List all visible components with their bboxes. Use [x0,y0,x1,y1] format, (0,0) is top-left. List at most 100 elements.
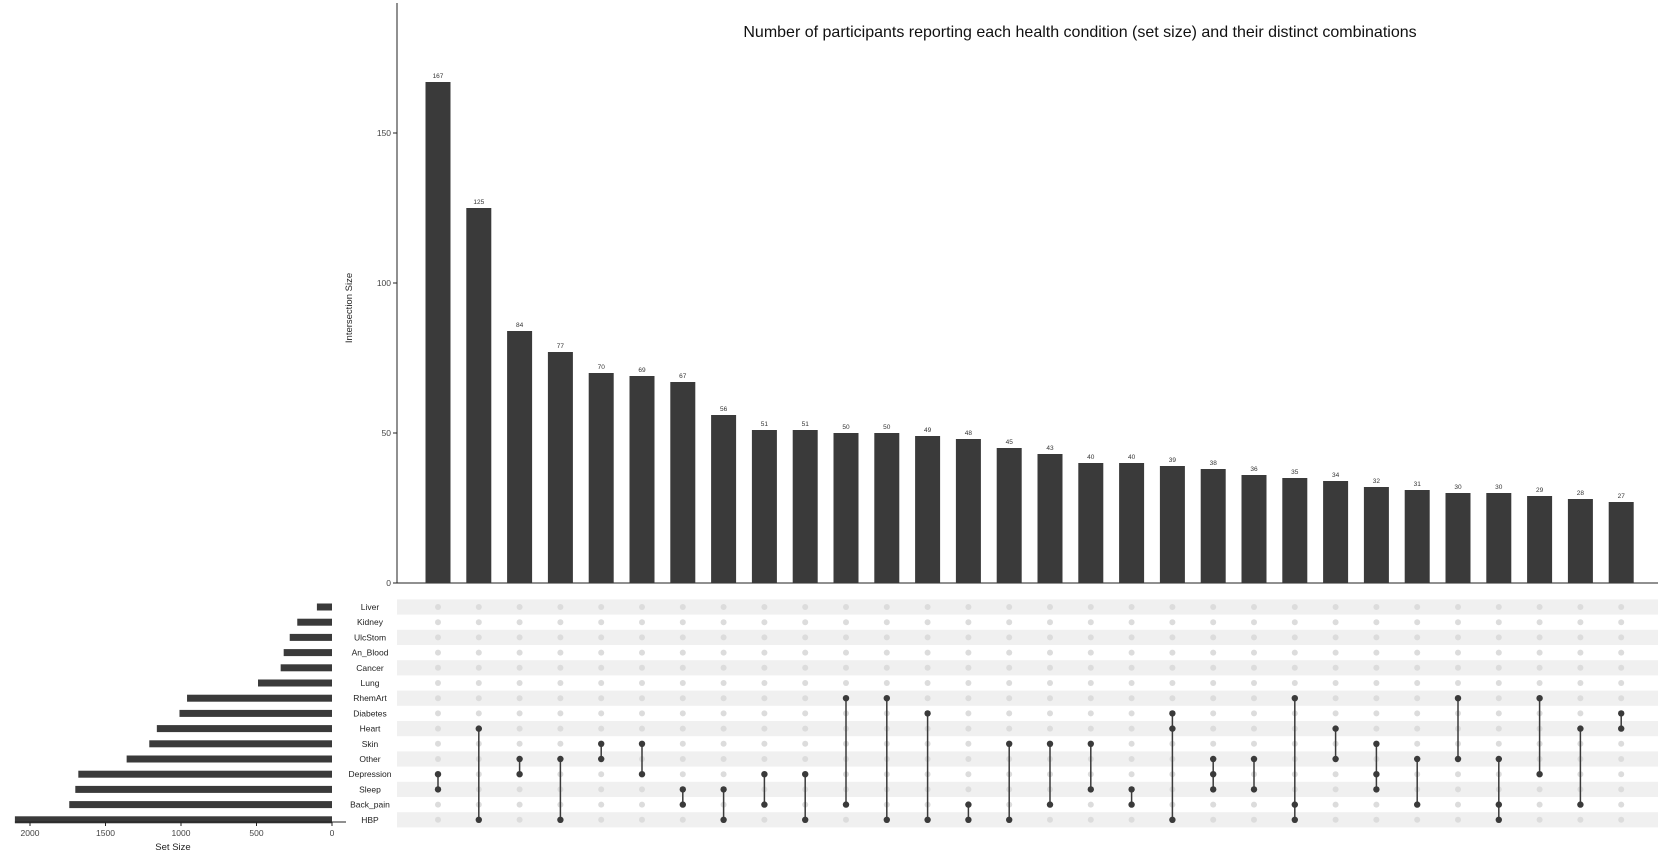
matrix-dot-inactive [1047,710,1053,717]
matrix-dot-inactive [1618,619,1625,626]
matrix-dot-inactive [516,695,523,702]
intersection-bar [711,415,737,583]
matrix-dot-inactive [720,771,727,778]
matrix-dot-inactive [679,680,686,686]
matrix-dot-inactive [1087,619,1094,626]
matrix-dot-inactive [965,634,972,641]
matrix-dot-inactive [679,619,686,626]
matrix-dot-inactive [1210,710,1217,717]
matrix-dot-inactive [1332,816,1339,823]
matrix-dot-inactive [1169,649,1176,656]
intersection-bar-label: 51 [761,421,769,428]
matrix-dot-inactive [761,619,768,626]
matrix-dot-inactive [1251,634,1257,641]
matrix-dot-inactive [1210,664,1217,671]
matrix-dot-inactive [1169,619,1176,626]
matrix-dot-inactive [1006,680,1013,686]
y-tick-label: 0 [386,578,391,588]
matrix-dot-active [802,816,809,823]
matrix-dot-inactive [1373,619,1380,626]
intersection-bar-label: 32 [1373,478,1381,485]
set-size-bar [280,664,332,672]
intersection-bar [874,433,900,583]
matrix-dot-inactive [435,816,441,823]
intersection-bar-label: 31 [1414,481,1422,488]
matrix-dot-inactive [598,680,605,686]
matrix-dot-inactive [1047,634,1053,641]
matrix-dot-active [1332,755,1339,763]
matrix-dot-inactive [1006,695,1013,702]
matrix-dot-active [1495,801,1503,808]
matrix-dot-inactive [1006,710,1013,717]
intersection-bar-label: 84 [516,322,524,329]
matrix-dot-inactive [1332,604,1339,610]
matrix-dot-inactive [557,695,564,702]
matrix-dot-inactive [1373,649,1380,656]
matrix-dot-inactive [1618,740,1625,747]
intersection-bar-label: 34 [1332,472,1340,479]
matrix-dot-inactive [1577,680,1584,686]
matrix-dot-inactive [598,816,605,823]
matrix-dot-inactive [639,664,645,671]
matrix-dot-inactive [1210,680,1217,686]
matrix-dot-inactive [761,604,768,610]
matrix-dot-active [1006,816,1013,823]
intersection-bar-label: 43 [1046,445,1054,452]
y-tick-label: 100 [377,278,391,288]
intersection-bar [1282,478,1308,583]
matrix-dot-inactive [1577,649,1584,656]
matrix-dot-active [720,816,727,823]
set-label: Sleep [359,784,381,794]
intersection-bar-label: 40 [1087,454,1095,461]
matrix-dot-inactive [1618,801,1625,808]
matrix-dot-inactive [1414,725,1421,732]
matrix-dot-inactive [1087,604,1094,610]
matrix-dot-inactive [1128,634,1135,641]
matrix-dot-inactive [1210,619,1217,626]
matrix-dot-inactive [1495,604,1502,610]
matrix-dot-active [883,816,890,823]
matrix-dot-inactive [883,604,890,610]
matrix-dot-inactive [965,756,972,762]
chart-title: Number of participants reporting each he… [743,24,1416,41]
matrix-row-stripe [397,781,1658,797]
matrix-dot-inactive [1047,680,1053,686]
matrix-dot-inactive [1577,695,1584,702]
intersection-bar-label: 70 [598,364,606,371]
matrix-dot-inactive [1373,695,1380,702]
matrix-dot-inactive [924,619,931,626]
set-size-tick-label: 1500 [96,828,115,838]
matrix-dot-active [761,801,768,808]
matrix-dot-inactive [1618,680,1625,686]
matrix-dot-inactive [965,664,972,671]
matrix-dot-active [1046,740,1054,747]
matrix-dot-inactive [1332,680,1339,686]
matrix-dot-inactive [965,619,972,626]
matrix-dot-inactive [1414,695,1421,702]
matrix-dot-active [1210,786,1217,793]
set-label: Liver [361,602,380,612]
matrix-dot-inactive [516,786,523,793]
matrix-dot-inactive [516,604,523,610]
matrix-dot-inactive [1536,604,1543,610]
matrix-dot-inactive [1291,604,1298,610]
set-size-bar [283,649,332,657]
matrix-dot-inactive [1087,634,1094,641]
matrix-dot-inactive [1495,695,1502,702]
matrix-dot-inactive [516,816,523,823]
intersection-bar [1363,487,1389,583]
matrix-dot-inactive [679,695,686,702]
matrix-dot-inactive [435,604,441,610]
set-label: Other [359,754,380,764]
intersection-bar [996,448,1022,583]
matrix-dot-active [679,801,686,808]
matrix-dot-inactive [557,604,564,610]
matrix-dot-inactive [598,771,605,778]
set-size-bar [297,618,332,626]
matrix-dot-inactive [883,649,890,656]
matrix-dot-active [1373,786,1380,793]
matrix-dot-inactive [883,664,890,671]
matrix-dot-inactive [843,816,849,823]
set-size-bar [316,603,332,611]
matrix-dot-inactive [598,695,605,702]
